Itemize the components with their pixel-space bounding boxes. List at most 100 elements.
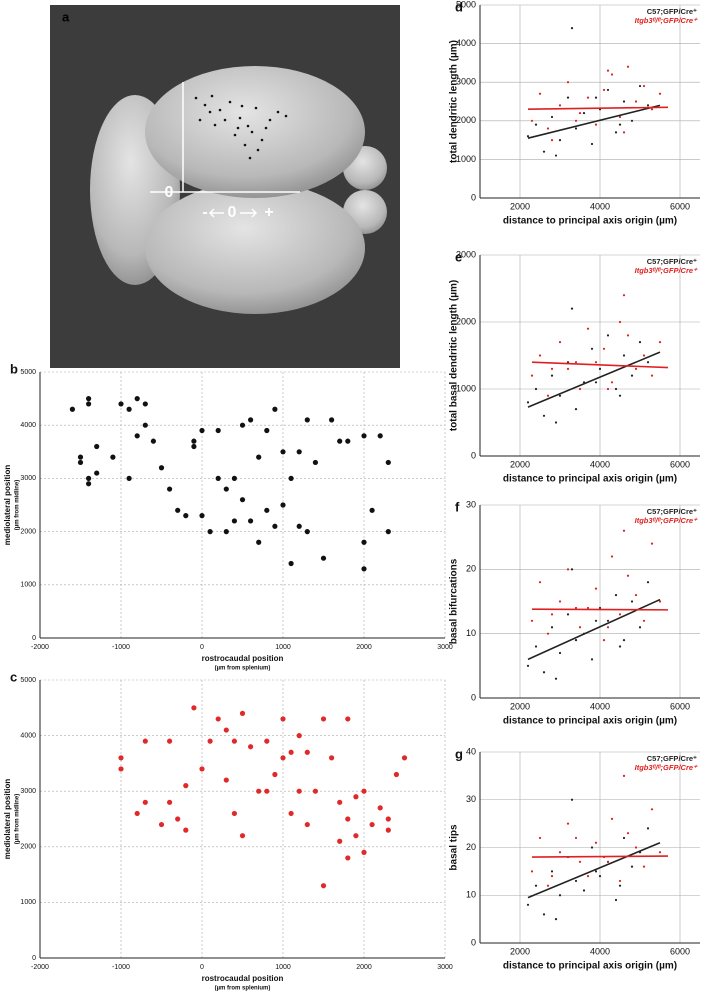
data-point <box>385 459 391 466</box>
data-point <box>142 401 148 407</box>
data-point <box>586 327 590 330</box>
x-tick-label: -1000 <box>112 644 130 651</box>
x-tick-label: 2000 <box>510 459 530 469</box>
data-point <box>526 401 530 404</box>
data-point <box>558 139 562 142</box>
data-point <box>239 833 246 839</box>
data-point <box>630 865 634 868</box>
data-point <box>239 422 246 428</box>
data-point <box>626 65 630 68</box>
data-point <box>231 518 237 524</box>
data-point <box>134 810 140 817</box>
fit-line <box>527 106 669 111</box>
data-point <box>554 918 558 921</box>
fit-line <box>527 841 661 899</box>
data-point <box>554 677 558 680</box>
x-tick-label: 0 <box>200 964 204 971</box>
data-point <box>264 427 270 434</box>
data-point <box>329 417 335 423</box>
data-point <box>94 470 100 476</box>
x-axis-note: (µm from splenium) <box>215 986 271 991</box>
data-point <box>377 805 383 811</box>
y-tick-label: 4000 <box>456 38 476 48</box>
y-tick-label: 0 <box>471 937 476 947</box>
data-point <box>558 894 562 897</box>
data-point <box>650 108 654 111</box>
data-point <box>142 799 148 805</box>
panel-label: f <box>455 499 460 514</box>
data-point <box>248 417 254 423</box>
x-axis-label: rostrocaudal position <box>202 654 284 663</box>
data-point <box>598 875 602 878</box>
data-point <box>606 88 610 92</box>
data-point <box>256 788 262 794</box>
data-point <box>566 361 570 364</box>
x-tick-label: 2000 <box>356 644 372 651</box>
data-point <box>86 396 92 402</box>
x-tick-label: 4000 <box>590 459 610 469</box>
data-point <box>646 361 650 364</box>
data-point <box>594 841 598 844</box>
data-point <box>582 111 586 115</box>
data-point <box>606 619 610 622</box>
data-point <box>566 613 570 616</box>
data-point <box>610 555 614 558</box>
data-point <box>158 821 165 828</box>
data-point <box>622 354 626 357</box>
data-point <box>199 513 205 519</box>
brain-panel: a 0 - 0 + <box>50 5 400 368</box>
data-point <box>248 744 254 750</box>
data-point <box>312 788 318 794</box>
data-point <box>337 799 343 805</box>
data-point <box>606 387 610 391</box>
data-point <box>614 593 618 597</box>
data-point <box>150 438 156 444</box>
x-tick-label: -2000 <box>31 964 49 971</box>
data-point <box>658 92 662 95</box>
data-point <box>369 821 375 828</box>
x-axis-label: distance to principal axis origin (µm) <box>503 216 677 227</box>
data-point <box>248 518 254 524</box>
data-point <box>618 879 622 883</box>
y-tick-label: 3000 <box>20 788 36 795</box>
y-tick-label: 0 <box>471 692 476 702</box>
data-point <box>231 810 237 817</box>
data-point <box>646 581 650 584</box>
y-tick-label: 30 <box>466 794 476 804</box>
x-tick-label: 6000 <box>670 459 690 469</box>
data-point <box>126 475 132 481</box>
data-point <box>570 798 574 801</box>
data-point <box>272 523 278 529</box>
data-point <box>550 626 554 629</box>
data-point <box>534 123 538 126</box>
hemisphere <box>145 182 365 314</box>
data-point <box>256 539 262 545</box>
data-point <box>231 475 237 481</box>
data-point <box>304 529 310 535</box>
data-point <box>361 788 367 794</box>
data-point <box>534 884 538 887</box>
data-point <box>183 783 189 789</box>
x-axis-label: distance to principal axis origin (µm) <box>503 716 677 727</box>
data-point <box>558 851 562 854</box>
data-point <box>578 387 582 391</box>
data-point <box>554 421 558 424</box>
data-point <box>86 475 92 481</box>
data-point <box>614 387 618 391</box>
data-point <box>574 127 578 130</box>
x-tick-label: 1000 <box>275 964 291 971</box>
data-point <box>142 422 148 428</box>
panel-label: c <box>10 669 17 684</box>
data-point <box>175 816 181 822</box>
arrows <box>208 208 258 218</box>
data-point <box>134 433 140 439</box>
data-point <box>642 354 646 357</box>
x-tick-label: 1000 <box>275 644 291 651</box>
legend-entry: C57;GFP/Cre⁺ <box>647 754 697 763</box>
data-point <box>530 619 534 622</box>
data-point <box>594 123 598 126</box>
data-point <box>586 96 590 99</box>
y-tick-label: 2000 <box>20 528 36 535</box>
data-point <box>167 486 173 492</box>
